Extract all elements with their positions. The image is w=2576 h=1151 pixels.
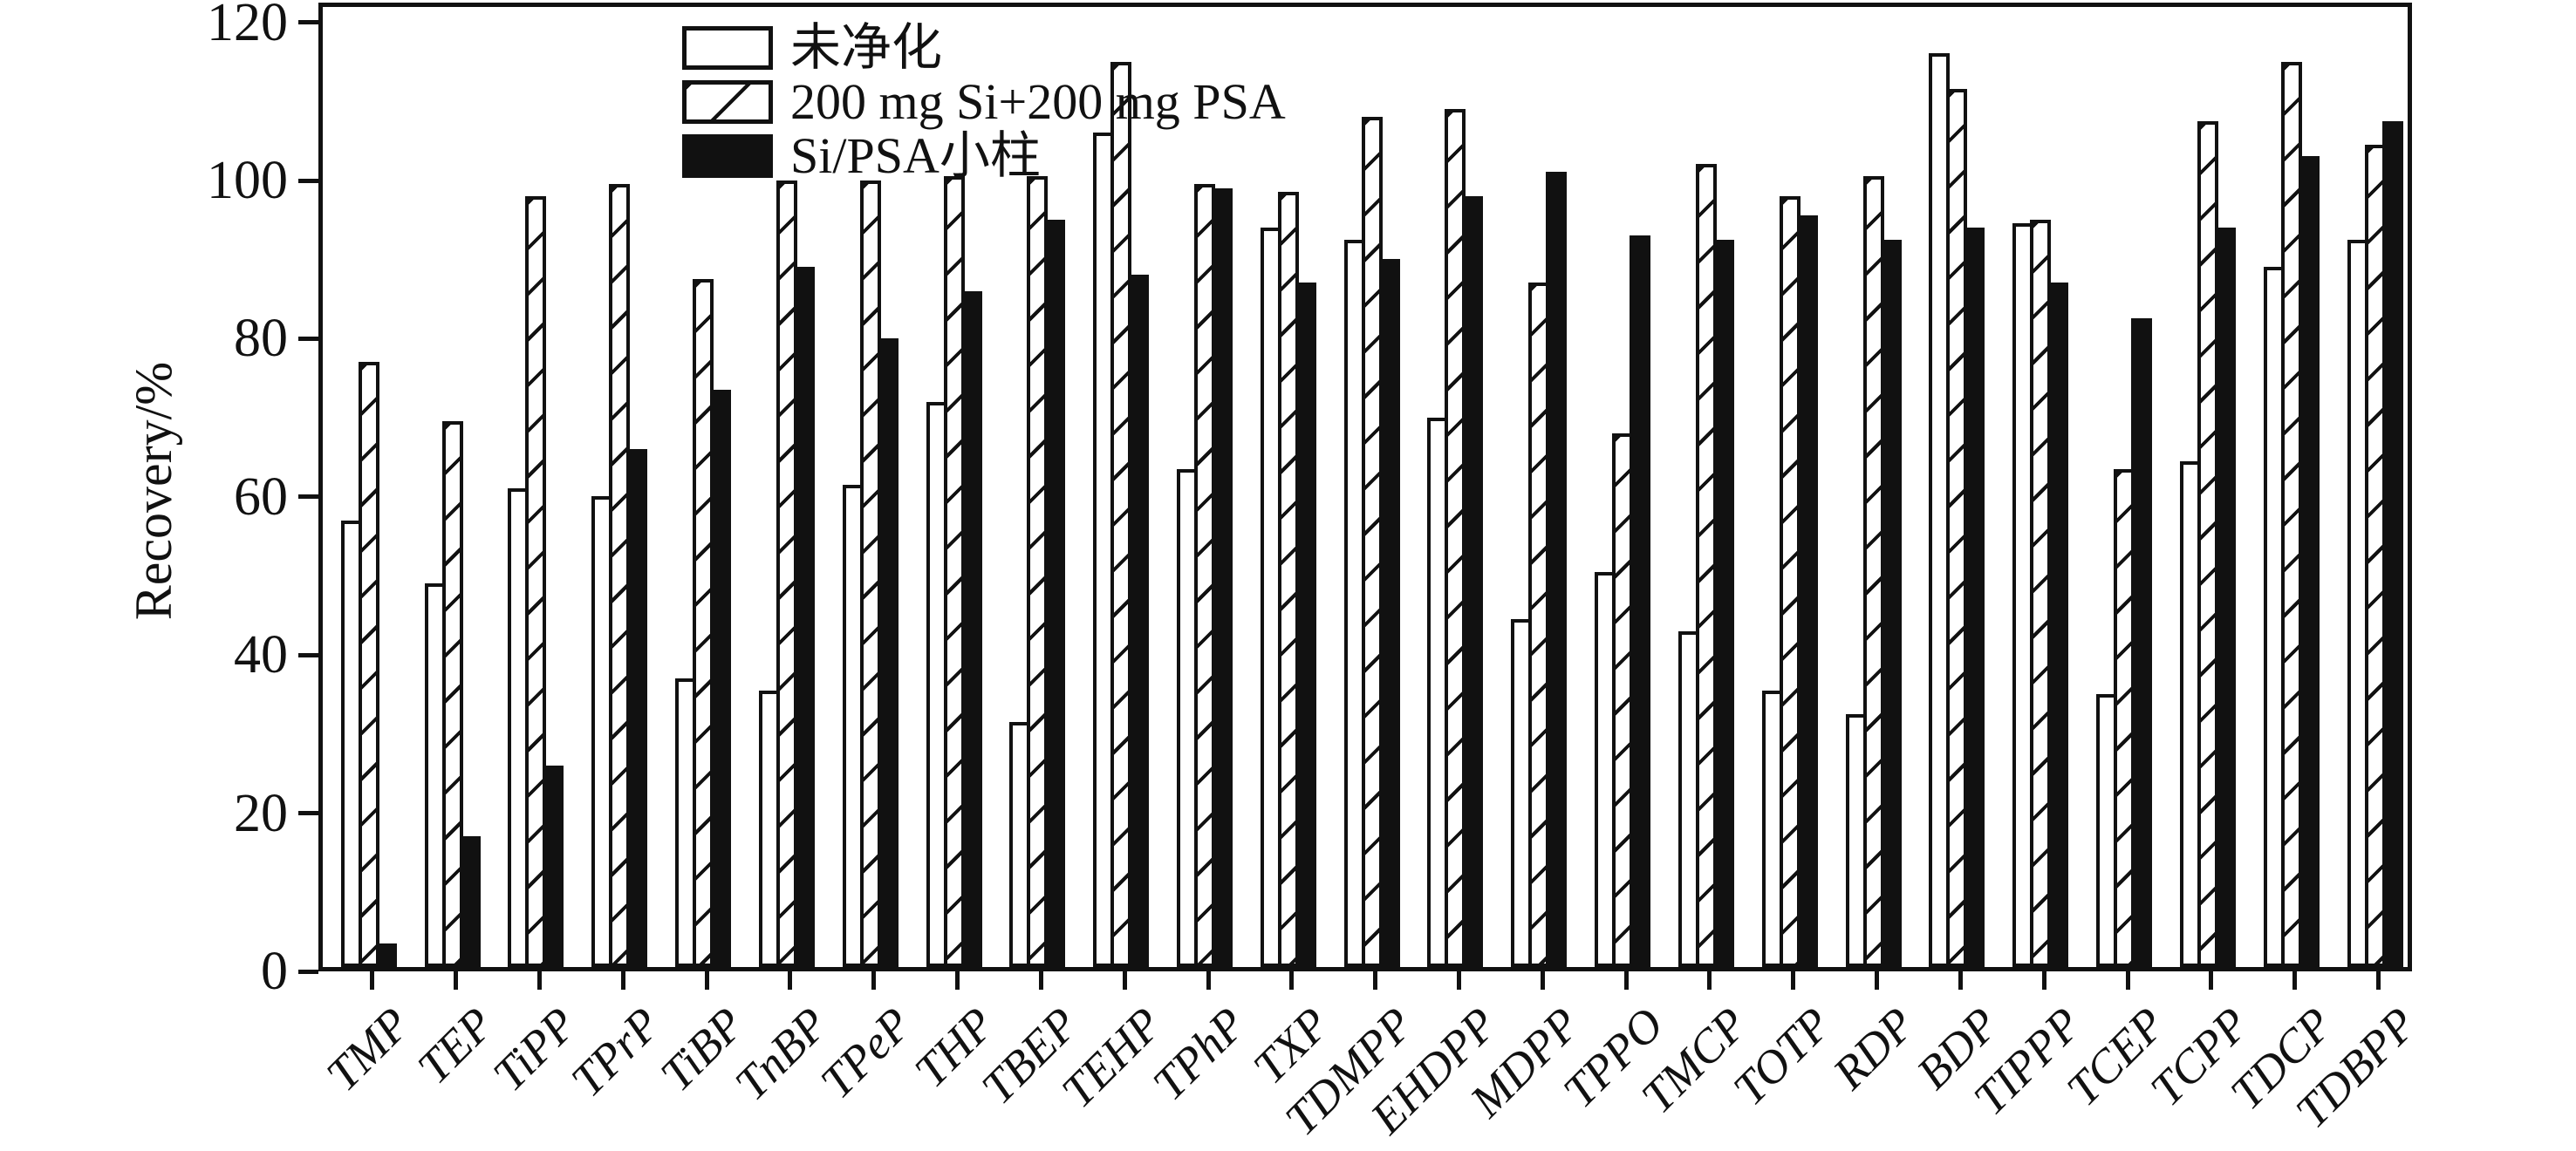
plot-area: 未净化 200 mg Si+200 mg PSA Si/PSA小柱 [318,3,2412,971]
x-tick [871,971,877,990]
x-tick [536,971,542,990]
y-tick [298,20,318,25]
x-tick [788,971,793,990]
x-tick [955,971,960,990]
bar-TPeP-series2 [877,337,899,967]
x-tick [1122,971,1127,990]
bar-TIPPP-series2 [2047,283,2069,967]
x-tick [370,971,375,990]
x-tick [1038,971,1043,990]
x-tick [1540,971,1545,990]
x-tick [1456,971,1461,990]
x-tick-label-TMP: TMP [316,997,420,1101]
y-tick [298,494,318,500]
x-tick-label-TPrP: TPrP [561,997,671,1107]
bar-TMP-series1 [358,362,379,967]
x-tick [1791,971,1796,990]
bar-TEHP-series2 [1128,275,1150,967]
x-tick-label-TPeP: TPeP [810,997,921,1109]
bar-TiBP-series2 [710,389,732,967]
x-tick [2041,971,2046,990]
bar-TiPP-series2 [543,765,564,967]
x-tick [1206,971,1211,990]
bar-TnBP-series2 [793,267,815,967]
y-axis-title: Recovery/% [125,361,182,621]
x-tick [2376,971,2381,990]
y-tick [298,969,318,974]
x-tick-label-TCEP: TCEP [2056,997,2176,1116]
y-tick-label: 120 [207,0,288,52]
bar-TXP-series2 [1295,283,1316,967]
legend-swatch-black [682,134,773,178]
legend-label: Si/PSA小柱 [790,127,1041,184]
bar-TMP-series2 [375,943,397,967]
bar-TPhP-series2 [1212,187,1233,967]
bar-TDCP-series2 [2298,156,2320,967]
legend-label: 未净化 [790,19,943,76]
y-tick-label: 100 [207,151,288,210]
legend-label: 200 mg Si+200 mg PSA [790,73,1286,130]
bar-TMCP-series2 [1712,239,1734,967]
bar-TEP-series2 [459,836,481,967]
bar-TOTP-series2 [1796,215,1818,967]
bar-TCEP-series2 [2131,318,2153,967]
y-tick-label: 0 [261,942,288,1001]
bar-TPPO-series2 [1630,235,1651,967]
bar-TDBPP-series2 [2381,120,2403,967]
y-tick [298,178,318,183]
legend-swatch-hatched [682,80,773,124]
x-tick [1958,971,1963,990]
bar-THP-series2 [960,290,982,967]
x-tick-label-TnBP: TnBP [724,997,838,1111]
bar-TCPP-series2 [2214,227,2236,967]
x-tick-label-TOTP: TOTP [1722,997,1841,1115]
y-tick [298,811,318,816]
legend-swatch-white [682,26,773,70]
x-tick [620,971,625,990]
bar-RDP-series2 [1880,239,1902,967]
x-tick [1623,971,1629,990]
x-tick [1289,971,1295,990]
x-tick [2292,971,2298,990]
x-tick [454,971,459,990]
bar-TDMPP-series2 [1378,259,1400,967]
x-tick-label-TPhP: TPhP [1142,997,1256,1111]
x-tick [2125,971,2130,990]
y-tick-label: 80 [234,309,288,369]
y-tick [298,336,318,341]
y-tick-label: 60 [234,467,288,527]
bar-TPrP-series2 [626,448,648,967]
bar-BDP-series2 [1964,227,1985,967]
bar-EHDPP-series2 [1462,195,1484,967]
x-tick [1707,971,1712,990]
x-tick [1373,971,1378,990]
x-tick [1875,971,1880,990]
y-tick-label: 40 [234,625,288,685]
x-tick [2209,971,2214,990]
bar-TBEP-series2 [1044,219,1066,967]
bar-MDPP-series2 [1546,172,1568,967]
y-tick-label: 20 [234,783,288,843]
y-tick [298,652,318,657]
x-tick-label-TiPP: TiPP [482,997,587,1101]
x-tick-label-RDP: RDP [1822,997,1924,1100]
x-tick-label-TEP: TEP [407,997,503,1094]
x-tick [704,971,709,990]
